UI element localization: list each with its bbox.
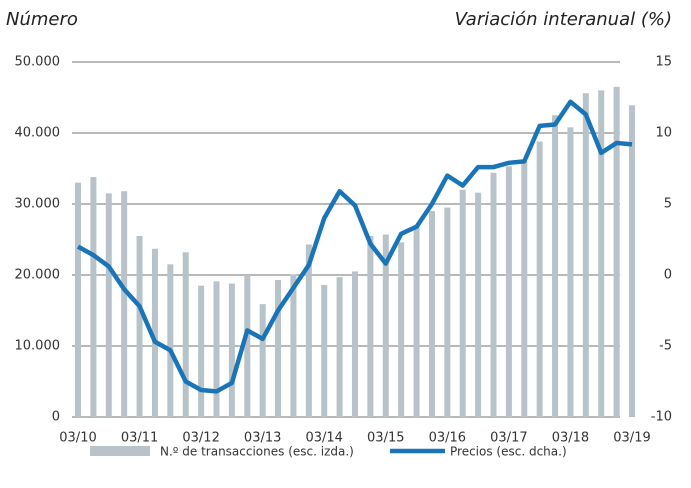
bar bbox=[151, 248, 158, 417]
y2-tick-label: 15 bbox=[655, 55, 672, 70]
legend-label: Precios (esc. dcha.) bbox=[450, 445, 567, 459]
x-tick-label: 03/14 bbox=[305, 431, 342, 446]
y2-tick-label: 0 bbox=[664, 268, 672, 283]
y2-tick-label: 5 bbox=[664, 197, 672, 212]
bar bbox=[244, 275, 251, 417]
bar bbox=[629, 105, 635, 417]
bar bbox=[367, 235, 374, 417]
x-tick-label: 03/19 bbox=[613, 431, 650, 446]
y-axis-title: Número bbox=[6, 9, 78, 30]
x-tick-label: 03/13 bbox=[244, 431, 281, 446]
bar bbox=[105, 193, 112, 417]
legend-swatch bbox=[90, 446, 150, 456]
bar bbox=[90, 177, 97, 417]
x-tick-label: 03/12 bbox=[182, 431, 219, 446]
bar bbox=[521, 161, 528, 417]
bar bbox=[459, 189, 466, 417]
bar bbox=[182, 252, 189, 417]
bar bbox=[290, 274, 297, 417]
y-tick-label: 20.000 bbox=[15, 268, 61, 283]
y2-tick-label: -5 bbox=[659, 339, 672, 354]
bar bbox=[167, 264, 174, 417]
bar bbox=[382, 234, 389, 417]
bar bbox=[582, 93, 589, 418]
bar bbox=[259, 304, 266, 417]
bar bbox=[428, 211, 435, 417]
bar bbox=[398, 242, 405, 417]
x-tick-label: 03/18 bbox=[552, 431, 589, 446]
bar bbox=[567, 127, 574, 417]
y-tick-label: 30.000 bbox=[15, 197, 61, 212]
bar bbox=[352, 271, 358, 417]
y-tick-label: 40.000 bbox=[15, 126, 61, 141]
bar bbox=[444, 207, 451, 417]
bar bbox=[136, 235, 143, 417]
x-tick-label: 03/10 bbox=[59, 431, 96, 446]
bar bbox=[475, 192, 482, 417]
legend-label: N.º de transacciones (esc. izda.) bbox=[160, 445, 354, 459]
x-tick-label: 03/11 bbox=[121, 431, 158, 446]
bar bbox=[490, 172, 497, 417]
y-tick-label: 0 bbox=[52, 410, 60, 425]
bar bbox=[305, 244, 312, 417]
x-tick-label: 03/17 bbox=[490, 431, 527, 446]
y-tick-label: 10.000 bbox=[15, 339, 61, 354]
bar bbox=[75, 182, 81, 417]
bar bbox=[228, 283, 235, 417]
bar bbox=[336, 277, 343, 417]
y2-axis-title: Variación interanual (%) bbox=[455, 9, 672, 30]
bar bbox=[413, 225, 420, 417]
bar bbox=[552, 115, 559, 417]
bar bbox=[613, 86, 620, 417]
bar bbox=[198, 285, 205, 417]
x-tick-label: 03/16 bbox=[429, 431, 466, 446]
bar bbox=[121, 191, 128, 417]
bar bbox=[321, 284, 328, 417]
bar bbox=[213, 281, 220, 417]
x-tick-label: 03/15 bbox=[367, 431, 404, 446]
bar bbox=[536, 141, 543, 417]
y2-tick-label: -10 bbox=[651, 410, 672, 425]
price-line bbox=[76, 99, 633, 394]
y-tick-label: 50.000 bbox=[15, 55, 61, 70]
y2-tick-label: 10 bbox=[655, 126, 672, 141]
bar bbox=[505, 166, 512, 417]
bar bbox=[598, 90, 605, 418]
bar bbox=[275, 279, 282, 417]
